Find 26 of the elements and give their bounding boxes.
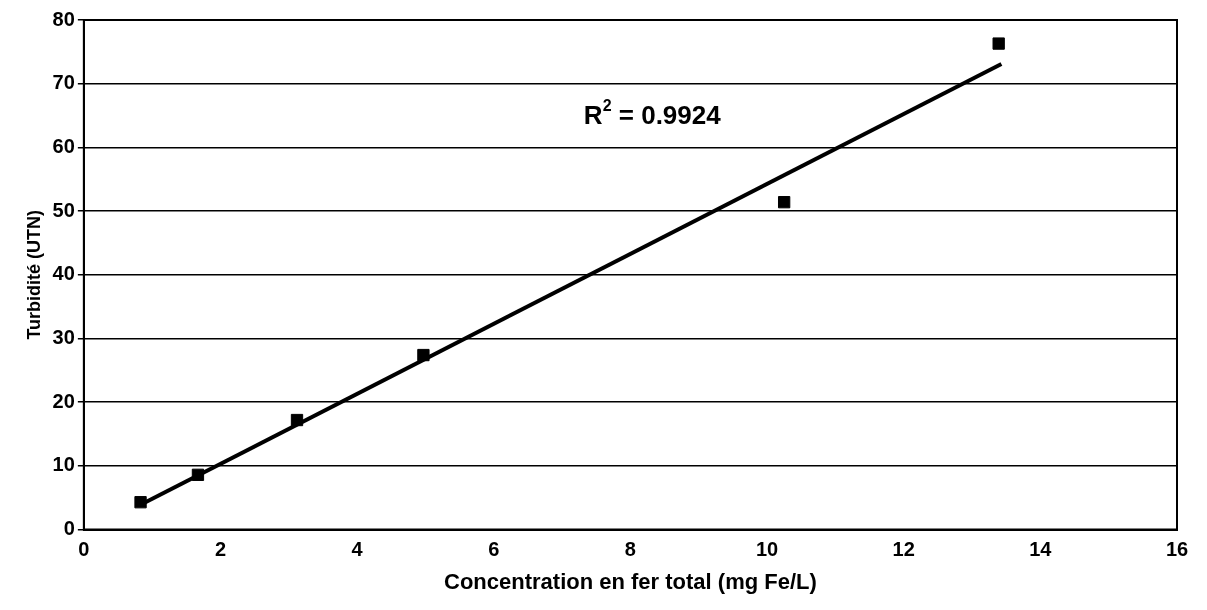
point <box>992 37 1005 50</box>
y-axis-title: Turbidité (UTN) <box>23 209 44 340</box>
x-axis-title: Concentration en fer total (mg Fe/L) <box>444 568 817 594</box>
y-tick-label: 10 <box>52 453 75 476</box>
y-tick-label: 70 <box>52 71 75 94</box>
point <box>134 496 147 509</box>
x-tick-label: 0 <box>78 538 90 561</box>
x-tick-label: 8 <box>624 538 636 561</box>
y-tick-label: 80 <box>52 7 75 30</box>
point <box>777 196 791 209</box>
x-tick-label: 2 <box>214 538 227 561</box>
x-tick-label: 4 <box>351 538 364 561</box>
y-tick-label: 0 <box>63 517 75 540</box>
x-tick-label: 16 <box>1165 538 1189 561</box>
y-tick-label: 60 <box>52 134 75 157</box>
x-tick-label: 6 <box>488 538 500 561</box>
point <box>290 413 304 427</box>
x-tick-label: 10 <box>755 538 779 561</box>
x-tick-label: 12 <box>892 538 915 561</box>
y-tick-label: 30 <box>52 326 75 349</box>
y-tick-label: 50 <box>52 198 75 221</box>
point <box>191 468 205 481</box>
x-tick-label: 14 <box>1029 538 1053 561</box>
y-tick-label: 40 <box>52 262 75 285</box>
point <box>417 348 430 362</box>
y-tick-label: 20 <box>52 389 75 412</box>
